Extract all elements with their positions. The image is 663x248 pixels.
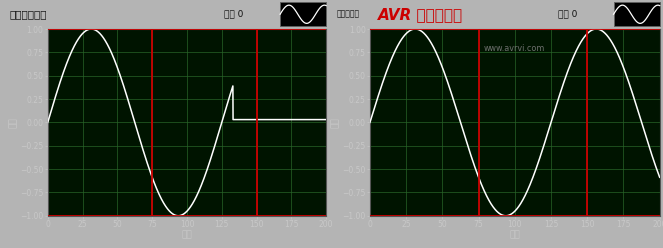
Y-axis label: 幅値: 幅値 bbox=[9, 117, 17, 128]
Text: 二维数组显示: 二维数组显示 bbox=[10, 9, 47, 19]
Text: 族数组显示: 族数组显示 bbox=[337, 10, 360, 19]
Bar bbox=[613, 2, 660, 26]
X-axis label: 时间: 时间 bbox=[509, 230, 520, 239]
Text: AVR 与虚拟仪器: AVR 与虚拟仪器 bbox=[378, 7, 463, 22]
Text: 曲线 0: 曲线 0 bbox=[224, 10, 243, 19]
Bar bbox=[280, 2, 326, 26]
Y-axis label: 幅値: 幅値 bbox=[331, 117, 339, 128]
Text: 曲线 0: 曲线 0 bbox=[558, 10, 577, 19]
Text: www.avrvi.com: www.avrvi.com bbox=[484, 44, 546, 53]
X-axis label: 时间: 时间 bbox=[182, 230, 192, 239]
